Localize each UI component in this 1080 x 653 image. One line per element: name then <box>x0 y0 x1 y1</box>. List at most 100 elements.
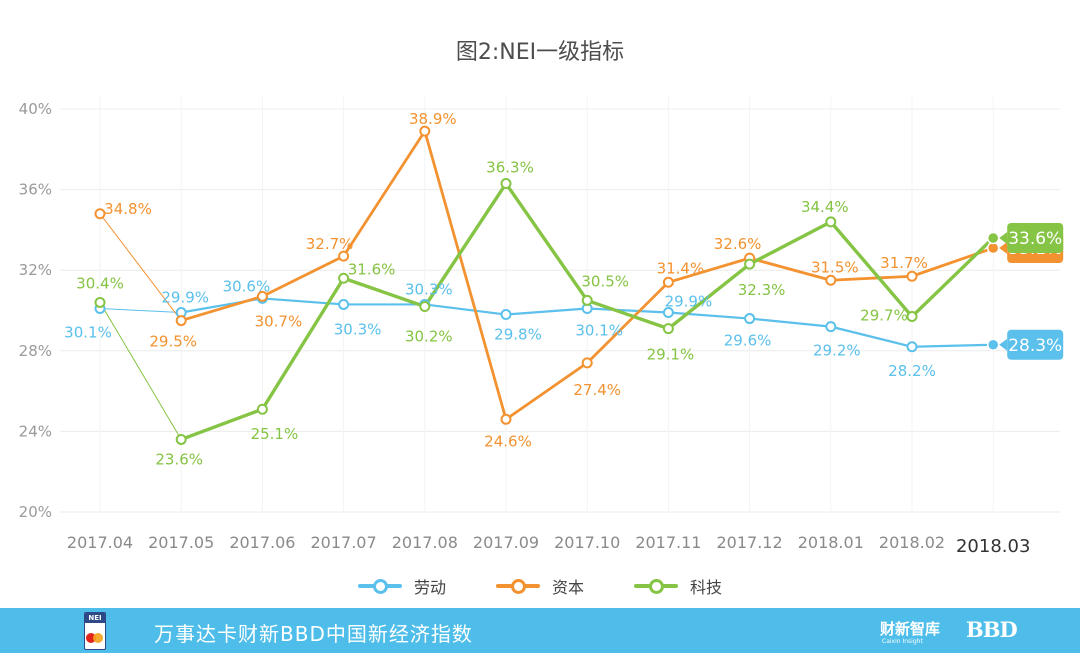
callout-pointer <box>999 242 1008 255</box>
callout-label: 33.6% <box>1008 229 1062 249</box>
data-point <box>906 270 918 282</box>
data-label: 31.4% <box>657 259 705 277</box>
data-label: 30.4% <box>76 274 124 292</box>
legend-swatch-technology <box>634 579 678 594</box>
x-tick-label: 2017.04 <box>67 533 133 552</box>
data-point <box>662 323 674 335</box>
data-label: 29.8% <box>494 326 542 344</box>
x-tick-label: 2017.11 <box>635 533 701 552</box>
data-label: 29.5% <box>149 333 197 351</box>
line-chart: 20% 24% 28% 32% 36% 40% 2017.04 2017.05 2017.06 2… <box>19 97 1064 557</box>
y-tick-label: 36% <box>19 181 52 199</box>
data-label: 32.3% <box>738 281 786 299</box>
data-label: 29.7% <box>860 307 908 325</box>
nei-mastercard-logo: NEI <box>84 612 106 650</box>
data-label: 36.3% <box>486 159 534 177</box>
data-label: 32.7% <box>306 235 354 253</box>
data-label: 38.9% <box>409 110 457 128</box>
data-label: 23.6% <box>155 450 203 468</box>
footer-title: 万事达卡财新BBD中国新经济指数 <box>154 622 473 646</box>
data-point <box>175 315 187 327</box>
caixin-insight-logo: 财新智库 <box>880 620 941 638</box>
data-label: 34.4% <box>801 198 849 216</box>
legend-label-capital: 资本 <box>551 578 584 597</box>
chart-title: 图2:NEI一级指标 <box>455 40 625 65</box>
data-label: 29.9% <box>161 289 209 307</box>
data-label: 29.1% <box>647 346 695 364</box>
data-label: 27.4% <box>573 381 621 399</box>
x-tick-label: 2017.10 <box>554 533 620 552</box>
data-label: 30.2% <box>405 327 453 345</box>
x-tick-label: 2018.03 <box>956 536 1030 557</box>
data-point <box>986 338 1000 352</box>
data-label: 24.6% <box>484 432 532 450</box>
data-point <box>906 341 918 353</box>
data-point <box>419 125 431 137</box>
y-tick-label: 40% <box>19 100 52 118</box>
y-tick-label: 28% <box>19 342 52 360</box>
data-label: 29.9% <box>665 293 713 311</box>
legend-item-technology[interactable]: 科技 <box>634 574 722 598</box>
data-point <box>744 313 756 325</box>
data-point <box>338 298 350 310</box>
data-point <box>662 307 674 319</box>
data-point <box>500 413 512 425</box>
data-point <box>94 296 106 308</box>
bbd-logo: BBD <box>966 617 1018 642</box>
data-point <box>500 309 512 321</box>
data-point <box>256 290 268 302</box>
x-tick-label: 2017.12 <box>717 533 783 552</box>
callout-badge <box>1007 329 1064 360</box>
x-tick-label: 2017.07 <box>311 533 377 552</box>
data-point <box>581 357 593 369</box>
data-label: 29.2% <box>813 342 861 360</box>
callout-pointer <box>999 338 1008 351</box>
legend-label-labor: 劳动 <box>413 578 446 597</box>
legend-label-technology: 科技 <box>690 578 723 597</box>
x-tick-label: 2017.06 <box>229 533 295 552</box>
data-label: 31.7% <box>880 254 928 272</box>
callout-label: 28.3% <box>1008 336 1062 356</box>
legend-item-labor[interactable]: 劳动 <box>357 574 446 598</box>
x-tick-label: 2018.01 <box>798 533 864 552</box>
data-label: 30.3% <box>334 320 382 338</box>
data-point <box>662 276 674 288</box>
footer-banner: NEI 万事达卡财新BBD中国新经济指数 财新智库 Caixin Insight… <box>0 608 1080 653</box>
data-label: 30.1% <box>575 321 623 339</box>
data-point <box>256 403 268 415</box>
data-point <box>825 216 837 228</box>
data-point <box>338 272 350 284</box>
data-point <box>500 178 512 190</box>
legend-item-capital[interactable]: 资本 <box>495 574 584 598</box>
data-point <box>906 311 918 323</box>
x-tick-label: 2017.08 <box>392 533 458 552</box>
data-point <box>825 274 837 286</box>
data-point <box>338 250 350 262</box>
series-line-start-2 <box>99 301 182 440</box>
x-tick-label: 2017.09 <box>473 533 539 552</box>
x-tick-label: 2018.02 <box>879 533 945 552</box>
data-label: 34.8% <box>104 200 152 218</box>
data-point <box>825 321 837 333</box>
data-label: 30.5% <box>581 272 629 290</box>
data-label: 31.6% <box>348 260 396 278</box>
data-label: 29.6% <box>724 332 772 350</box>
data-label: 30.1% <box>64 323 112 341</box>
data-point <box>419 300 431 312</box>
y-tick-label: 32% <box>19 261 52 279</box>
data-point <box>986 231 1000 245</box>
series-line-start-0 <box>99 307 182 314</box>
data-label: 28.2% <box>888 362 936 380</box>
callout-pointer <box>999 231 1008 244</box>
data-label: 30.6% <box>223 277 271 295</box>
data-label: 32.6% <box>714 235 762 253</box>
data-label: 25.1% <box>251 425 299 443</box>
y-tick-label: 20% <box>19 503 52 521</box>
legend-swatch-labor <box>357 579 402 594</box>
data-label: 30.7% <box>255 312 303 330</box>
data-point <box>581 294 593 306</box>
data-point <box>175 433 187 445</box>
caixin-insight-subtitle: Caixin Insight <box>882 638 923 645</box>
callout-badge <box>1007 222 1064 253</box>
series-line-start-1 <box>99 213 182 322</box>
